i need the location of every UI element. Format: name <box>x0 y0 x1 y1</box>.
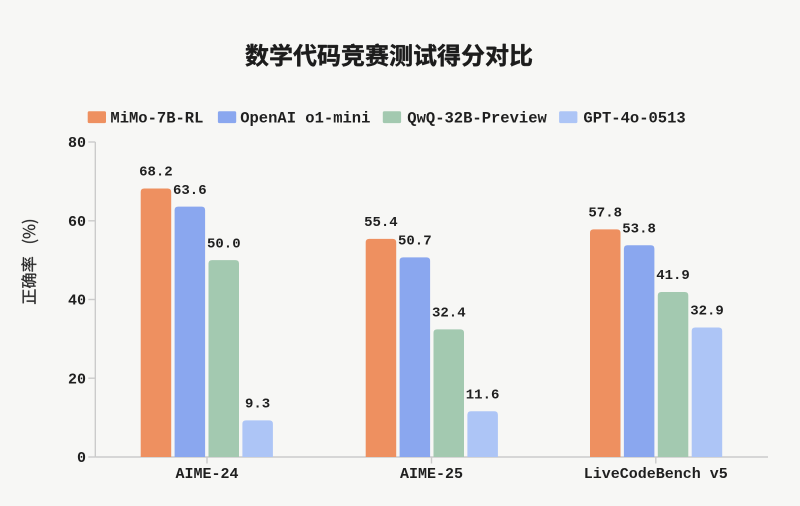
svg-text:11.6: 11.6 <box>466 388 500 404</box>
svg-text:GPT-4o-0513: GPT-4o-0513 <box>583 110 685 128</box>
svg-text:OpenAI o1-mini: OpenAI o1-mini <box>240 110 370 128</box>
svg-text:60: 60 <box>68 214 86 231</box>
svg-text:32.9: 32.9 <box>690 304 724 320</box>
svg-text:80: 80 <box>68 135 86 152</box>
svg-text:57.8: 57.8 <box>588 206 622 222</box>
svg-text:53.8: 53.8 <box>622 221 656 237</box>
svg-text:50.7: 50.7 <box>398 234 432 250</box>
svg-text:20: 20 <box>68 371 86 388</box>
svg-text:AIME-24: AIME-24 <box>175 466 238 483</box>
svg-text:0: 0 <box>77 450 86 467</box>
svg-text:32.4: 32.4 <box>432 306 466 322</box>
svg-text:50.0: 50.0 <box>207 236 241 252</box>
svg-text:40: 40 <box>68 293 86 310</box>
svg-text:68.2: 68.2 <box>139 165 173 181</box>
svg-text:QwQ-32B-Preview: QwQ-32B-Preview <box>407 110 547 128</box>
svg-text:AIME-25: AIME-25 <box>400 466 463 483</box>
svg-text:MiMo-7B-RL: MiMo-7B-RL <box>110 110 203 128</box>
svg-text:9.3: 9.3 <box>245 397 270 413</box>
svg-text:63.6: 63.6 <box>173 183 207 199</box>
svg-text:55.4: 55.4 <box>364 215 398 231</box>
svg-text:LiveCodeBench v5: LiveCodeBench v5 <box>584 466 728 483</box>
svg-text:41.9: 41.9 <box>656 268 690 284</box>
